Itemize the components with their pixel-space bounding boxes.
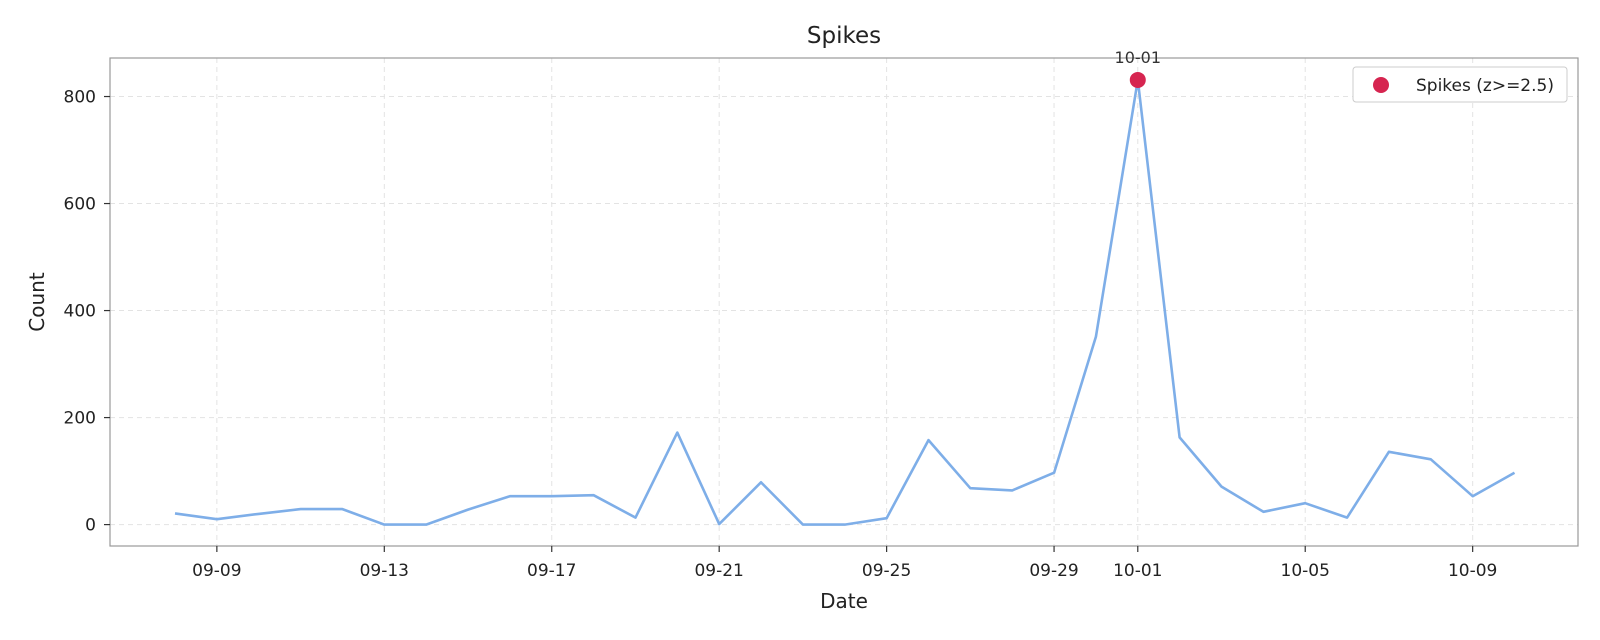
series-layer — [174, 78, 1516, 526]
x-tick-label: 09-13 — [360, 561, 409, 581]
legend-frame — [1352, 66, 1568, 103]
chart-title: Spikes — [807, 23, 881, 49]
grid-lines — [110, 58, 1578, 546]
x-tick-label: 09-17 — [527, 561, 576, 581]
y-tick-label: 200 — [64, 409, 96, 429]
axis-ticks: 0 200 400 600 800 09-09 09-13 09-17 09-21 09-25 09… — [64, 88, 1498, 581]
y-tick-label: 600 — [64, 195, 96, 215]
x-tick-label: 10-05 — [1281, 561, 1330, 581]
x-tick-label: 10-01 — [1113, 561, 1162, 581]
x-tick-label: 10-09 — [1448, 561, 1497, 581]
y-axis-label: Count — [25, 272, 49, 332]
x-tick-label: 09-29 — [1029, 561, 1078, 581]
x-axis-label: Date — [820, 589, 868, 613]
y-tick-label: 0 — [85, 516, 96, 536]
x-tick-label: 09-25 — [862, 561, 911, 581]
legend-spike-label: Spikes (z>=2.5) — [1416, 76, 1554, 96]
y-tick-label: 400 — [64, 302, 96, 322]
spike-point — [1129, 71, 1146, 88]
x-tick-label: 09-21 — [694, 561, 743, 581]
y-tick-label: 800 — [64, 88, 96, 108]
legend: Spikes (z>=2.5) — [1352, 66, 1568, 103]
plot-area-frame — [109, 57, 1579, 547]
legend-spike-marker — [1373, 77, 1389, 93]
spike-layer: 10-01 — [1115, 48, 1162, 88]
x-tick-label: 09-09 — [192, 561, 241, 581]
spike-annotation: 10-01 — [1115, 48, 1162, 67]
series-line — [174, 78, 1516, 526]
